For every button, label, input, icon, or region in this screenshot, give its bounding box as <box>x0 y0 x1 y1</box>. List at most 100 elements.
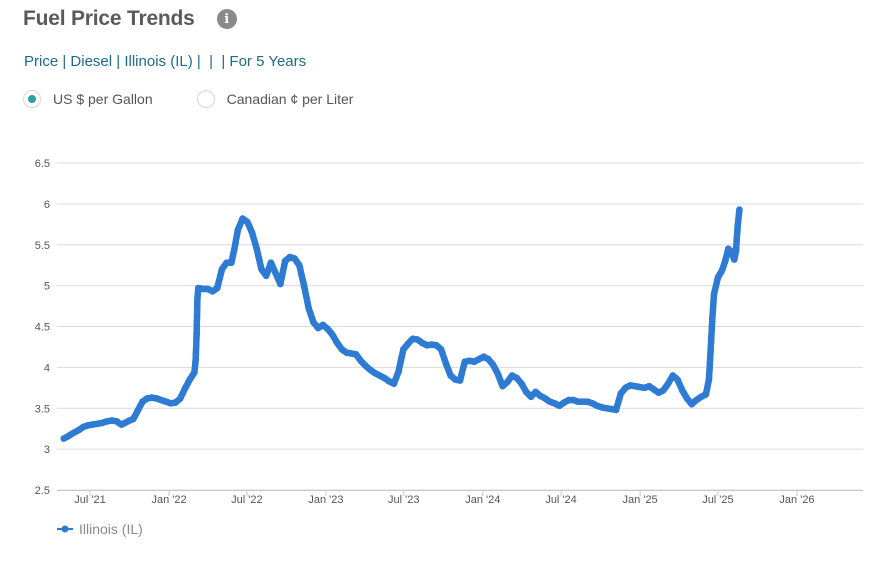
x-tick-label: Jul '22 <box>231 494 262 506</box>
data-point <box>433 342 440 349</box>
x-tick-label: Jul '21 <box>74 494 105 506</box>
data-point <box>98 419 106 427</box>
data-point <box>437 346 445 353</box>
data-point <box>710 290 718 298</box>
unit-label-cad-liter: Canadian ¢ per Liter <box>226 91 354 107</box>
unit-option-usd-gallon[interactable]: US $ per Gallon <box>23 90 153 108</box>
data-point <box>395 368 402 375</box>
data-point <box>329 331 336 339</box>
breadcrumb-item-period[interactable]: For 5 Years <box>229 53 307 70</box>
data-point <box>579 398 587 406</box>
y-tick-label: 6.5 <box>35 158 50 170</box>
data-point <box>296 261 303 269</box>
data-point <box>527 393 535 401</box>
data-point <box>186 376 193 383</box>
x-tick-label: Jan '24 <box>465 494 500 506</box>
data-point <box>683 395 691 402</box>
data-point <box>191 369 198 376</box>
data-point <box>565 396 573 404</box>
data-point <box>556 402 563 410</box>
data-point <box>721 257 729 265</box>
breadcrumb-item-fuel[interactable]: Diesel <box>70 53 113 70</box>
data-point <box>194 294 201 302</box>
data-point <box>193 331 200 339</box>
data-point <box>513 374 521 382</box>
info-icon[interactable]: i <box>216 9 237 29</box>
data-point <box>223 259 230 267</box>
data-point <box>277 280 284 288</box>
data-point <box>688 400 695 408</box>
data-point <box>485 355 492 363</box>
data-point <box>718 267 726 275</box>
page-title: Fuel Price Trends <box>23 7 195 30</box>
unit-option-cad-liter[interactable]: Canadian ¢ per Liter <box>196 90 354 108</box>
data-point <box>617 390 625 397</box>
data-point <box>442 360 450 367</box>
x-tick-label: Jan '26 <box>779 494 814 506</box>
data-point <box>541 395 549 402</box>
data-point <box>693 396 700 404</box>
y-tick-label: 4 <box>44 362 50 374</box>
unit-radio-usd-gallon[interactable] <box>23 90 41 108</box>
data-point <box>253 245 261 253</box>
unit-label-usd-gallon: US $ per Gallon <box>53 91 153 107</box>
x-tick-label: Jan '23 <box>308 494 343 506</box>
legend-item-illinois[interactable]: Illinois (IL) <box>57 521 143 537</box>
data-point <box>357 357 365 365</box>
data-point <box>664 380 672 388</box>
data-point <box>231 245 238 253</box>
data-point <box>707 347 714 355</box>
data-point <box>324 325 332 333</box>
data-point <box>352 351 360 358</box>
data-point <box>281 257 289 265</box>
data-point <box>522 388 530 396</box>
data-point <box>218 266 226 273</box>
data-point <box>139 398 146 406</box>
data-point <box>192 355 199 363</box>
data-point <box>338 346 346 353</box>
data-point <box>333 339 341 347</box>
data-point <box>366 366 374 374</box>
unit-radio-cad-liter[interactable] <box>196 90 215 108</box>
header: Fuel Price Trends i <box>23 4 237 34</box>
data-point <box>362 362 369 370</box>
data-point <box>239 215 246 222</box>
breadcrumb-separator: | <box>217 53 230 70</box>
data-point <box>678 387 686 394</box>
breadcrumb-item-price[interactable]: Price <box>24 53 59 70</box>
data-point <box>314 324 322 332</box>
data-point <box>736 206 743 213</box>
data-point <box>674 376 681 383</box>
data-point <box>650 386 658 393</box>
data-point <box>310 319 317 326</box>
data-point <box>113 418 120 425</box>
y-tick-label: 3 <box>44 444 50 456</box>
x-tick-label: Jan '22 <box>152 494 187 506</box>
breadcrumb: Price | Diesel | Illinois (IL) | | | For… <box>24 53 306 70</box>
data-point <box>532 388 539 396</box>
y-tick-label: 4.5 <box>35 322 50 334</box>
data-point <box>130 415 137 423</box>
data-point <box>181 385 189 392</box>
data-point <box>714 274 722 281</box>
breadcrumb-separator: | <box>192 53 205 70</box>
data-point <box>177 395 184 402</box>
radio-selected-dot <box>28 95 36 103</box>
data-point <box>267 259 275 267</box>
data-point <box>199 285 206 293</box>
data-point <box>705 376 713 383</box>
data-point <box>75 427 82 434</box>
breadcrumb-separator: | <box>112 53 125 70</box>
y-tick-label: 3.5 <box>35 403 50 415</box>
x-tick-label: Jul '25 <box>702 494 733 506</box>
y-tick-label: 2.5 <box>35 485 50 497</box>
data-point <box>134 407 141 415</box>
data-point <box>244 218 251 226</box>
data-point <box>660 387 667 394</box>
data-point <box>209 288 216 295</box>
legend-label: Illinois (IL) <box>79 521 143 537</box>
data-point <box>305 305 313 312</box>
breadcrumb-item-region[interactable]: Illinois (IL) <box>124 53 193 70</box>
data-point <box>400 346 407 353</box>
